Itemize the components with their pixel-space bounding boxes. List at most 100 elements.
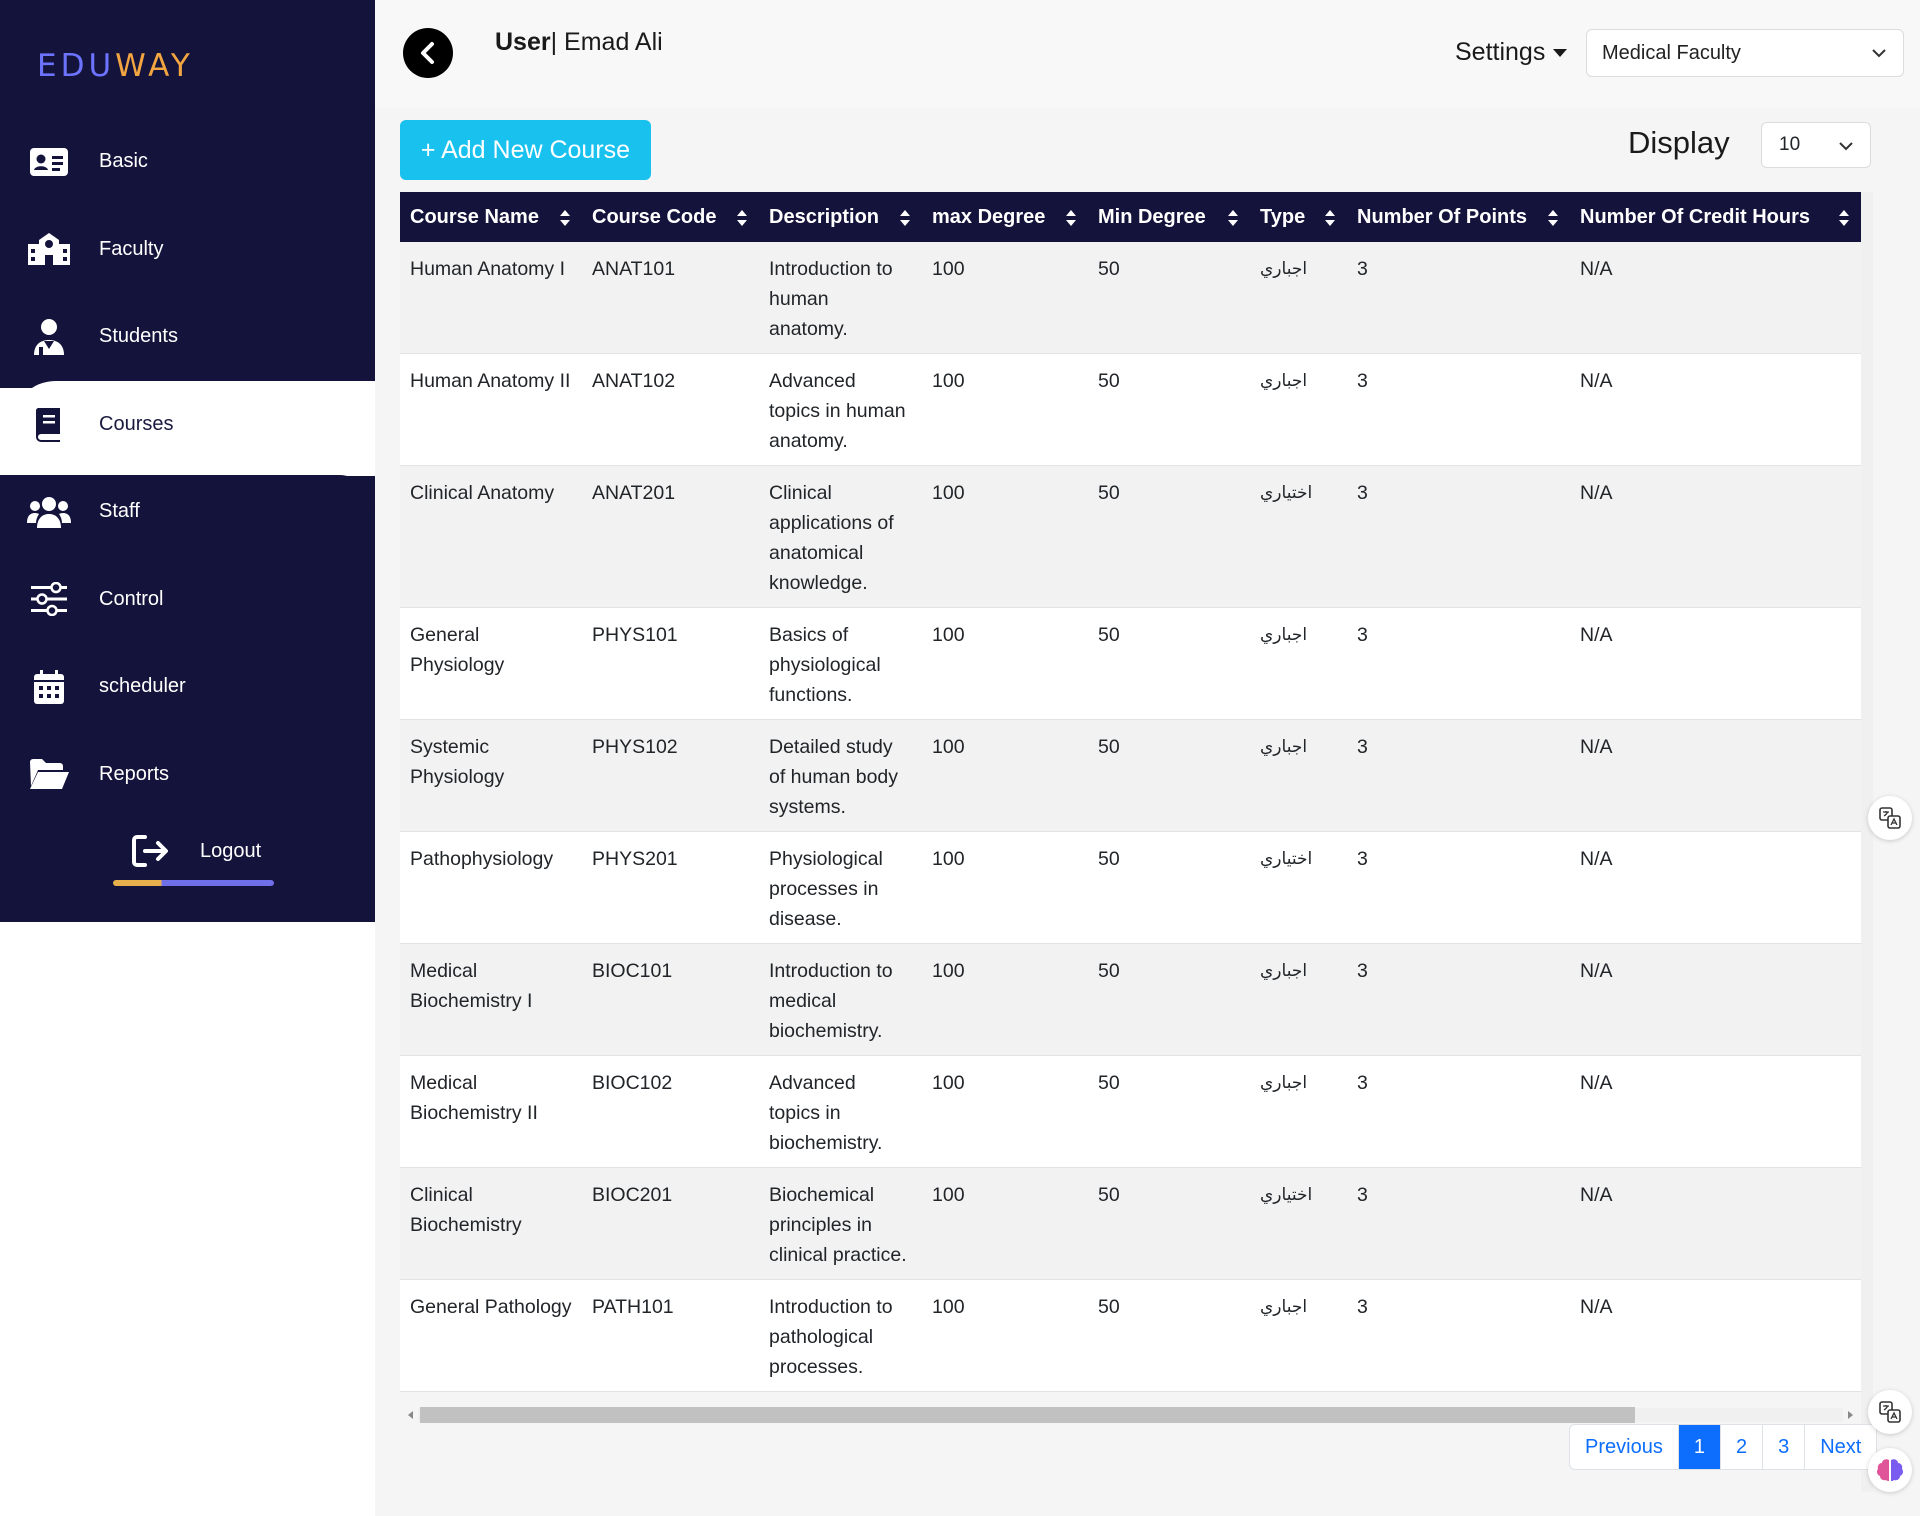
assistant-button[interactable] [1868,1448,1912,1492]
sidebar-item-students[interactable]: Students [0,293,375,381]
horizontal-scrollbar[interactable] [400,1404,1861,1423]
cell-max: 100 [922,465,1088,608]
sidebar-item-staff[interactable]: Staff [0,468,375,556]
add-course-button[interactable]: + Add New Course [400,120,651,180]
cell-points: 3 [1347,1279,1570,1392]
sort-icon[interactable] [1066,210,1076,226]
translate-icon [1879,807,1901,829]
sidebar-nav: Basic Faculty Students Courses [0,118,375,818]
cell-code: BIOC201 [582,1167,759,1280]
sidebar-item-control[interactable]: Control [0,556,375,644]
pagination-page-3[interactable]: 3 [1763,1425,1806,1469]
translate-button[interactable] [1868,796,1912,840]
pagination-next[interactable]: Next [1820,1435,1862,1458]
sort-icon[interactable] [1228,210,1238,226]
cell-max: 100 [922,242,1088,354]
caret-down-icon [1553,48,1568,57]
pagination-page-1[interactable]: 1 [1678,1425,1721,1469]
cell-max: 100 [922,719,1088,832]
column-header[interactable]: Number Of Points [1347,192,1570,242]
cell-hours: N/A [1570,719,1861,832]
brain-icon [1876,1459,1904,1481]
chevron-down-icon [1839,142,1853,151]
column-header[interactable]: Course Name [400,192,582,242]
table-row[interactable]: Pathophysiology PHYS201 Physiological proc… [400,831,1861,944]
cell-max: 100 [922,607,1088,720]
cell-min: 50 [1088,831,1250,944]
scroll-left-arrow-icon[interactable] [408,1411,413,1419]
app-logo[interactable]: EDUWAY [37,48,194,84]
cell-min: 50 [1088,607,1250,720]
table-row[interactable]: Human Anatomy II ANAT102 Advanced topics i… [400,353,1861,466]
cell-type: اختياري [1250,1167,1347,1280]
column-header[interactable]: Type [1250,192,1347,242]
courses-table: Course Name Course Code Description max Deg… [400,192,1861,1392]
table-row[interactable]: General Pathology PATH101 Introduction to … [400,1279,1861,1392]
id-card-icon [26,139,72,185]
calendar-icon [26,664,72,710]
scroll-right-arrow-icon[interactable] [1848,1411,1853,1419]
translate-button-secondary[interactable] [1868,1390,1912,1434]
back-button[interactable] [403,28,453,78]
pagination-previous[interactable]: Previous [1570,1425,1679,1469]
logout-icon [131,834,171,870]
scrollbar-thumb[interactable] [420,1407,1635,1423]
cell-points: 3 [1347,465,1570,608]
cell-min: 50 [1088,1279,1250,1392]
table-row[interactable]: General Physiology PHYS101 Basics of physi… [400,607,1861,720]
sidebar: EDUWAY Basic Faculty Studen [0,0,375,922]
cell-hours: N/A [1570,607,1861,720]
table-row[interactable]: Clinical Biochemistry BIOC201 Biochemical … [400,1167,1861,1280]
cell-desc: Introduction to pathological processes. [759,1279,922,1392]
cell-min: 50 [1088,242,1250,354]
cell-name: Clinical Anatomy [400,465,582,608]
cell-points: 3 [1347,719,1570,832]
cell-code: ANAT101 [582,242,759,354]
table-row[interactable]: Human Anatomy I ANAT101 Introduction to hu… [400,242,1861,354]
sort-icon[interactable] [1325,210,1335,226]
table-body: Human Anatomy I ANAT101 Introduction to hu… [400,242,1861,1392]
column-header[interactable]: Min Degree [1088,192,1250,242]
column-header[interactable]: Description [759,192,922,242]
cell-min: 50 [1088,1167,1250,1280]
table-row[interactable]: Clinical Anatomy ANAT201 Clinical applicat… [400,465,1861,608]
sort-icon[interactable] [1839,210,1849,226]
logout-button[interactable]: Logout [113,826,274,886]
cell-points: 3 [1347,1055,1570,1168]
cell-max: 100 [922,353,1088,466]
sort-icon[interactable] [1548,210,1558,226]
sort-icon[interactable] [737,210,747,226]
column-header[interactable]: Course Code [582,192,759,242]
page-size-select[interactable]: 10 [1761,122,1871,168]
cell-desc: Biochemical principles in clinical pract… [759,1167,922,1280]
cell-code: PHYS201 [582,831,759,944]
pagination-page-2[interactable]: 2 [1721,1425,1764,1469]
sidebar-item-scheduler[interactable]: scheduler [0,643,375,731]
cell-name: Pathophysiology [400,831,582,944]
cell-desc: Physiological processes in disease. [759,831,922,944]
table-row[interactable]: Medical Biochemistry I BIOC101 Introductio… [400,943,1861,1056]
chevron-left-icon [421,42,434,64]
cell-type: اجباري [1250,1055,1347,1168]
sidebar-item-courses[interactable]: Courses [12,380,375,468]
sidebar-item-reports[interactable]: Reports [0,731,375,819]
settings-dropdown[interactable]: Settings [1455,38,1568,67]
sort-icon[interactable] [560,210,570,226]
cell-hours: N/A [1570,242,1861,354]
sort-icon[interactable] [900,210,910,226]
vertical-scrollbar[interactable] [1861,192,1873,1492]
current-user: User| Emad Ali [495,28,663,56]
top-header: User| Emad Ali Settings Medical Faculty [375,0,1920,108]
column-header[interactable]: max Degree [922,192,1088,242]
cell-desc: Introduction to human anatomy. [759,242,922,354]
table-row[interactable]: Systemic Physiology PHYS102 Detailed study… [400,719,1861,832]
table-row[interactable]: Medical Biochemistry II BIOC102 Advanced t… [400,1055,1861,1168]
cell-hours: N/A [1570,465,1861,608]
faculty-select[interactable]: Medical Faculty [1586,29,1904,77]
sidebar-item-faculty[interactable]: Faculty [0,206,375,294]
sidebar-item-basic[interactable]: Basic [0,118,375,206]
column-header[interactable]: Number Of Credit Hours [1570,192,1861,242]
cell-points: 3 [1347,831,1570,944]
cell-desc: Basics of physiological functions. [759,607,922,720]
cell-type: اجباري [1250,943,1347,1056]
